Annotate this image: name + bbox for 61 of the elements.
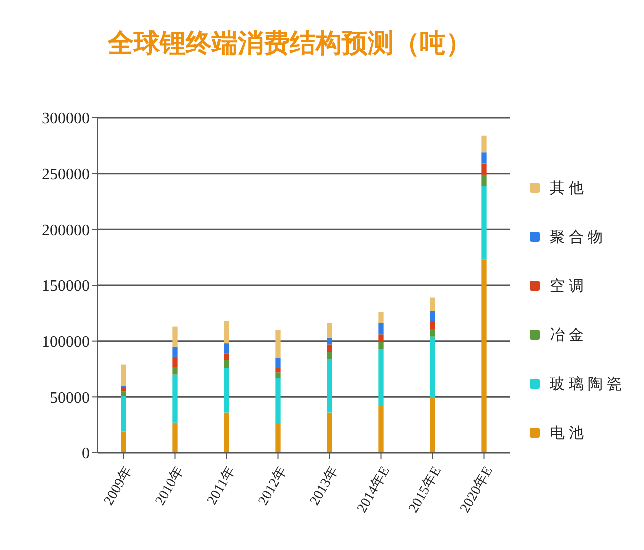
bar: [172, 346, 178, 357]
bar: [327, 352, 332, 360]
bar: [276, 368, 281, 373]
bar: [327, 359, 332, 413]
bar: [378, 323, 384, 335]
bar: [224, 360, 230, 368]
bar: [172, 422, 178, 453]
bar: [121, 387, 126, 392]
bar: [276, 424, 281, 453]
bar: [172, 374, 178, 423]
bar: [276, 330, 281, 358]
legend-label: 其他: [550, 178, 588, 198]
bar: [121, 396, 126, 432]
bar: [430, 321, 436, 330]
y-tick-label: 300000: [42, 110, 90, 128]
bar: [224, 368, 230, 413]
bar: [276, 358, 281, 368]
legend-label: 空调: [550, 276, 588, 296]
chart-title: 全球锂终端消费结构预测（吨）: [108, 28, 472, 60]
bar: [378, 349, 384, 406]
legend-label: 聚合物: [550, 228, 607, 246]
legend-label: 冶金: [550, 326, 588, 344]
bar: [224, 412, 230, 453]
legend-label: 玻璃陶瓷: [550, 374, 626, 394]
y-tick-label: 200000: [42, 222, 90, 240]
y-tick-label: 250000: [42, 166, 90, 184]
bar: [430, 298, 436, 312]
bar: [482, 186, 487, 260]
legend-label: 电池: [550, 424, 588, 442]
bar: [172, 326, 178, 347]
bar: [327, 338, 332, 345]
bar: [276, 372, 281, 378]
bar: [482, 152, 487, 164]
bar: [378, 406, 384, 453]
y-tick-label: 0: [82, 446, 90, 463]
bar: [327, 323, 332, 338]
bar: [276, 378, 281, 424]
y-tick-label: 100000: [42, 334, 90, 352]
bar: [224, 344, 230, 354]
y-tick-label: 150000: [42, 278, 90, 296]
bar: [224, 321, 230, 344]
bar: [482, 164, 487, 175]
y-tick-label: 50000: [50, 390, 90, 407]
bar: [430, 329, 436, 337]
bar: [378, 334, 384, 342]
bar: [224, 354, 230, 360]
bar: [172, 367, 178, 375]
bar: [482, 174, 487, 186]
bar: [482, 260, 487, 453]
bar: [121, 432, 126, 453]
bar: [172, 356, 178, 368]
bar: [430, 336, 436, 398]
bar: [378, 342, 384, 350]
bar: [482, 136, 487, 153]
bar: [327, 344, 332, 352]
bar: [378, 312, 384, 324]
bar: [327, 412, 332, 453]
bar: [430, 311, 436, 322]
bar: [121, 364, 126, 386]
bar: [430, 397, 436, 453]
bar: [121, 392, 126, 396]
